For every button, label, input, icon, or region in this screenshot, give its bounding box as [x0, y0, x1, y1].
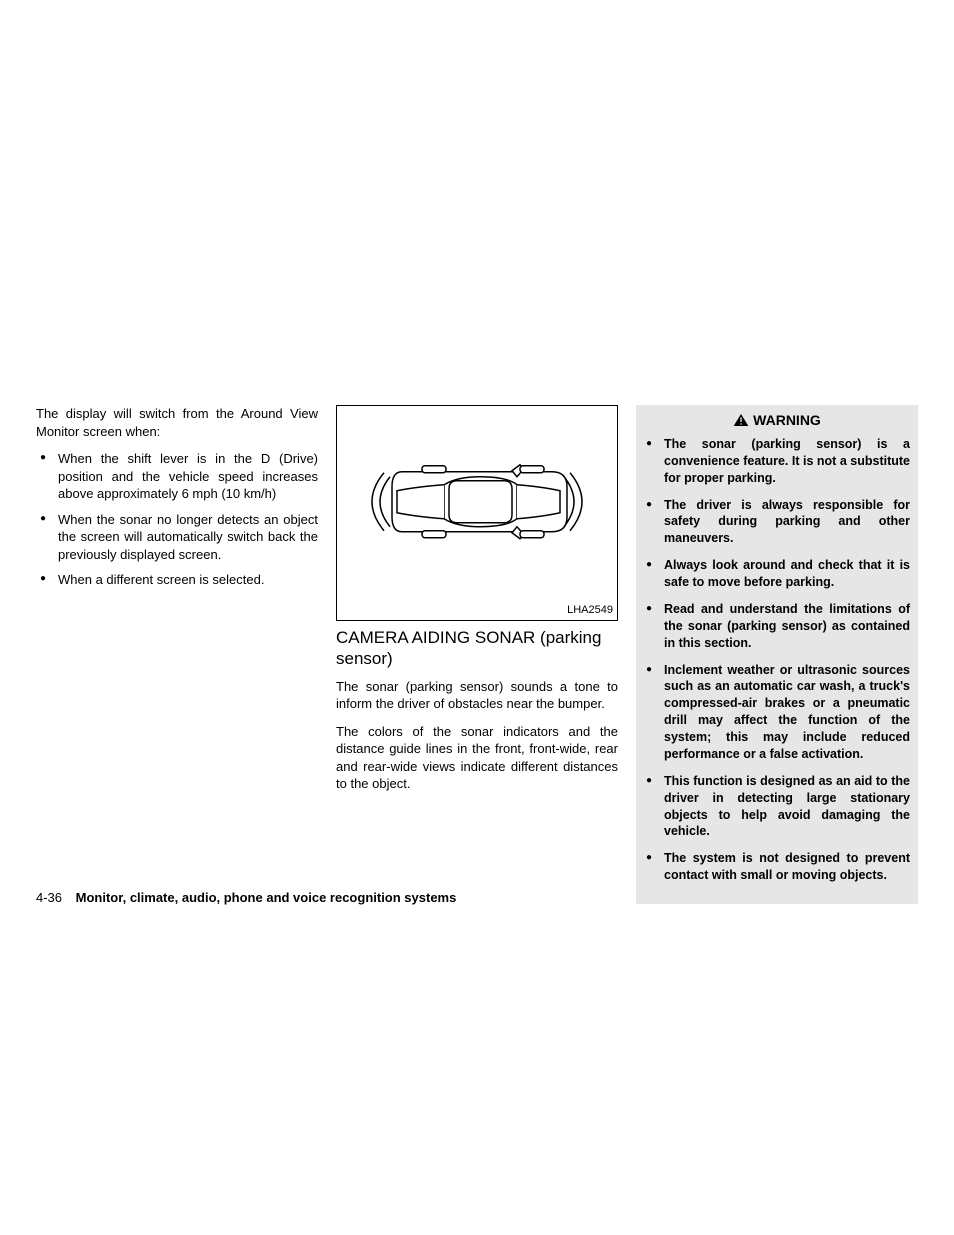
section-heading: CAMERA AIDING SONAR (parking sensor)	[336, 627, 618, 670]
list-item: When a different screen is selected.	[36, 571, 318, 589]
warning-label-text: WARNING	[753, 411, 821, 430]
intro-paragraph: The display will switch from the Around …	[36, 405, 318, 440]
list-item: The driver is always responsible for saf…	[644, 497, 910, 548]
sonar-figure: LHA2549	[336, 405, 618, 621]
figure-label: LHA2549	[567, 603, 613, 618]
body-paragraph: The sonar (parking sensor) sounds a tone…	[336, 678, 618, 713]
content-columns: The display will switch from the Around …	[36, 405, 918, 904]
page-footer: 4-36 Monitor, climate, audio, phone and …	[36, 890, 456, 905]
list-item: The system is not designed to prevent co…	[644, 850, 910, 884]
page-number: 4-36	[36, 890, 62, 905]
body-paragraph: The colors of the sonar indicators and t…	[336, 723, 618, 793]
warning-title: WARNING	[644, 411, 910, 430]
warning-box: WARNING The sonar (parking sensor) is a …	[636, 405, 918, 904]
car-diagram	[362, 447, 592, 562]
list-item: This function is designed as an aid to t…	[644, 773, 910, 841]
list-item: Read and understand the limitations of t…	[644, 601, 910, 652]
list-item: Always look around and check that it is …	[644, 557, 910, 591]
warning-list: The sonar (parking sensor) is a convenie…	[644, 436, 910, 884]
list-item: When the shift lever is in the D (Drive)…	[36, 450, 318, 503]
list-item: When the sonar no longer detects an obje…	[36, 511, 318, 564]
column-middle: LHA2549 CAMERA AIDING SONAR (parking sen…	[336, 405, 618, 904]
switch-conditions-list: When the shift lever is in the D (Drive)…	[36, 450, 318, 589]
car-top-view-icon	[362, 447, 592, 557]
column-right: WARNING The sonar (parking sensor) is a …	[636, 405, 918, 904]
list-item: The sonar (parking sensor) is a convenie…	[644, 436, 910, 487]
section-title: Monitor, climate, audio, phone and voice…	[76, 890, 457, 905]
manual-page: The display will switch from the Around …	[0, 0, 954, 1235]
warning-triangle-icon	[733, 413, 749, 427]
column-left: The display will switch from the Around …	[36, 405, 318, 904]
list-item: Inclement weather or ultrasonic sources …	[644, 662, 910, 763]
